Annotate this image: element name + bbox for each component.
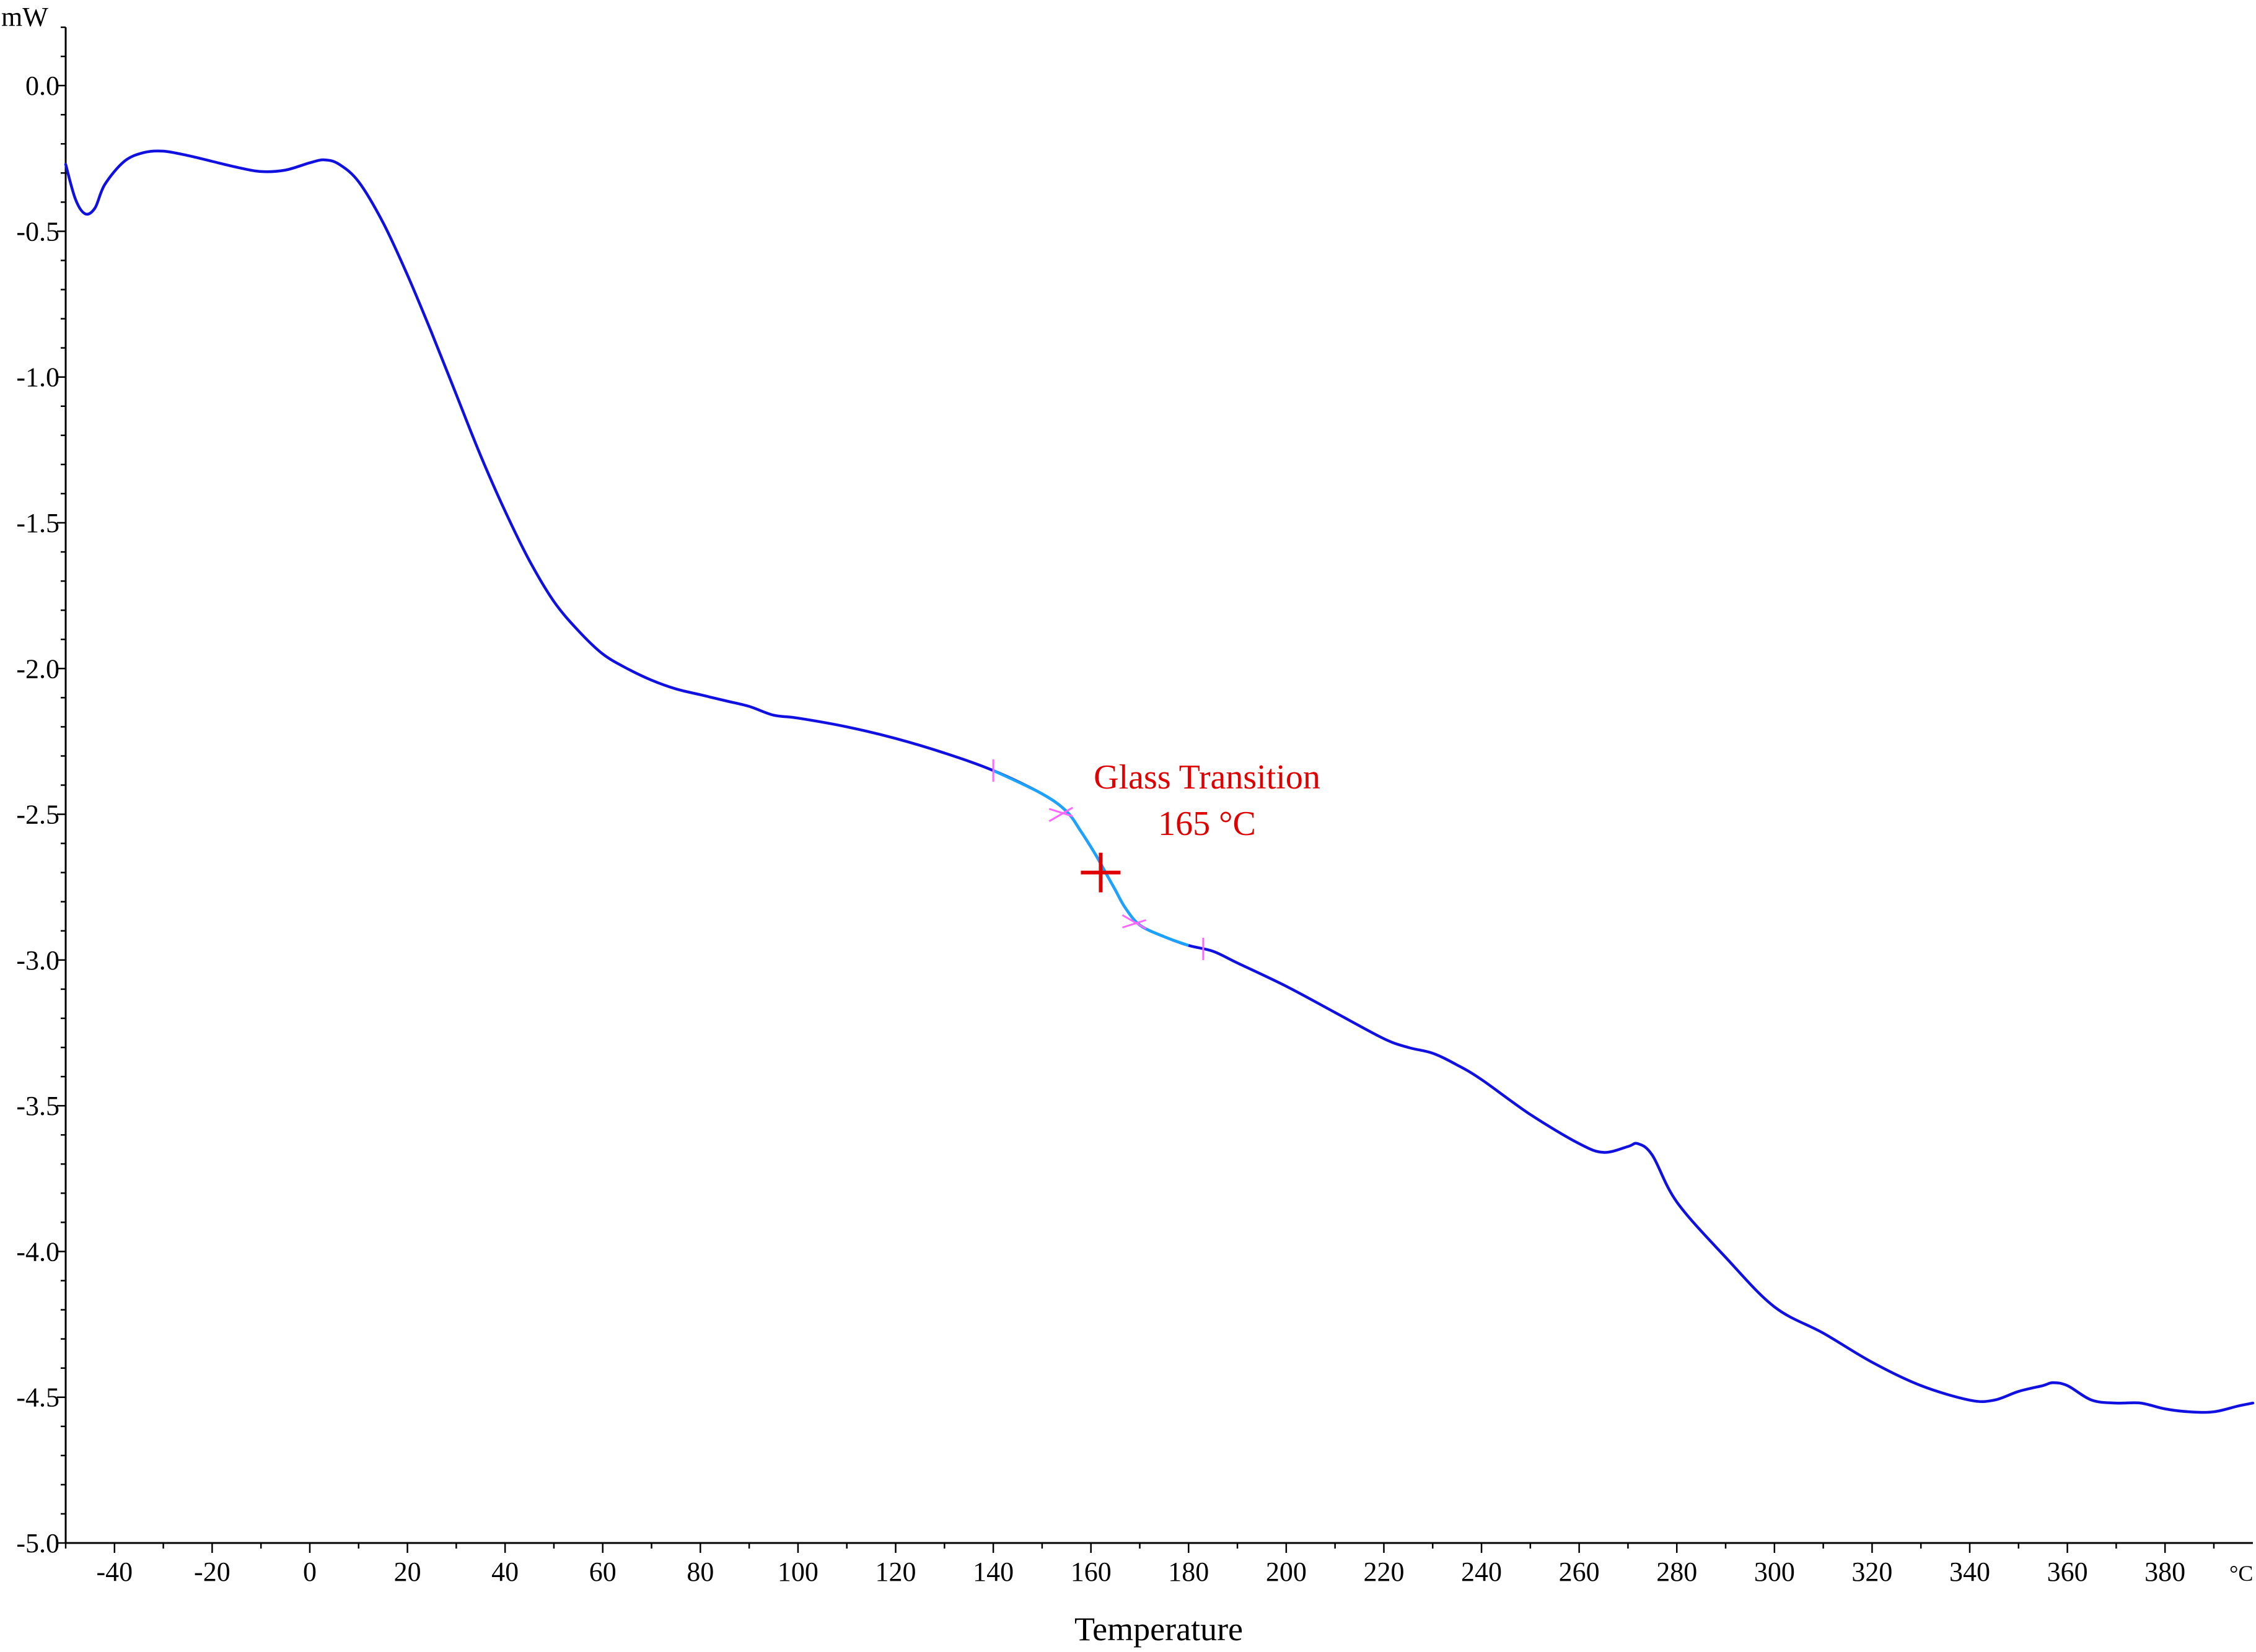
x-tick-label: 320 (1851, 1557, 1892, 1587)
x-tick-label: 200 (1266, 1557, 1307, 1587)
x-tick-label: 180 (1168, 1557, 1209, 1587)
x-tick-label: 240 (1461, 1557, 1502, 1587)
y-tick-label: -3.5 (16, 1091, 59, 1121)
x-axis-title: Temperature (1074, 1610, 1243, 1648)
y-unit-label: mW (1, 2, 48, 32)
y-tick-label: -4.5 (16, 1383, 59, 1413)
x-axis-ticks: -40 -20 0 20 40 60 80 100 120 140 160 180 200 220 240 2… (64, 1543, 2215, 1587)
y-tick-label: -5.0 (16, 1528, 59, 1558)
annotation-label: Glass Transition (1094, 758, 1320, 797)
x-tick-label: 40 (491, 1557, 519, 1587)
y-tick-label: -2.0 (16, 653, 59, 684)
x-tick-label: 20 (394, 1557, 421, 1587)
x-tick-label: 300 (1754, 1557, 1795, 1587)
x-tick-label: 60 (589, 1557, 617, 1587)
x-tick-label: 340 (1949, 1557, 1990, 1587)
x-tick-label: 280 (1656, 1557, 1697, 1587)
tangent-line-mark (1122, 919, 1146, 929)
x-unit-label: °C (2229, 1561, 2253, 1586)
y-axis-ticks: 0.0 -0.5 -1.0 -1.5 -2.0 -2.5 -3.0 -3.5 -4.0 -4.5 -… (16, 26, 66, 1558)
transition-segment (993, 769, 1190, 947)
tangent-markers (992, 759, 1205, 960)
x-tick-label: 120 (876, 1557, 916, 1587)
y-tick-label: -0.5 (16, 216, 59, 247)
x-tick-label: 80 (687, 1557, 714, 1587)
x-tick-label: 0 (303, 1557, 317, 1587)
annotation-value: 165 °C (1158, 805, 1256, 843)
y-tick-label: -2.5 (16, 800, 59, 830)
x-tick-label: 260 (1559, 1557, 1600, 1587)
y-tick-label: -1.5 (16, 508, 59, 538)
x-tick-label: -40 (96, 1557, 133, 1587)
x-tick-label: -20 (194, 1557, 230, 1587)
tangent-line-mark (1048, 808, 1073, 818)
x-tick-label: 140 (973, 1557, 1014, 1587)
tangent-line-mark (1121, 914, 1147, 930)
y-tick-label: -4.0 (16, 1236, 59, 1267)
tangent-line-mark (1048, 806, 1074, 823)
x-tick-label: 160 (1071, 1557, 1112, 1587)
glass-transition-marker (1081, 852, 1121, 893)
x-tick-label: 100 (778, 1557, 819, 1587)
x-tick-label: 220 (1363, 1557, 1404, 1587)
y-tick-label: 0.0 (25, 71, 59, 101)
y-tick-label: -3.0 (16, 945, 59, 976)
x-tick-label: 380 (2144, 1557, 2185, 1587)
x-tick-label: 360 (2047, 1557, 2088, 1587)
y-tick-label: -1.0 (16, 362, 59, 393)
